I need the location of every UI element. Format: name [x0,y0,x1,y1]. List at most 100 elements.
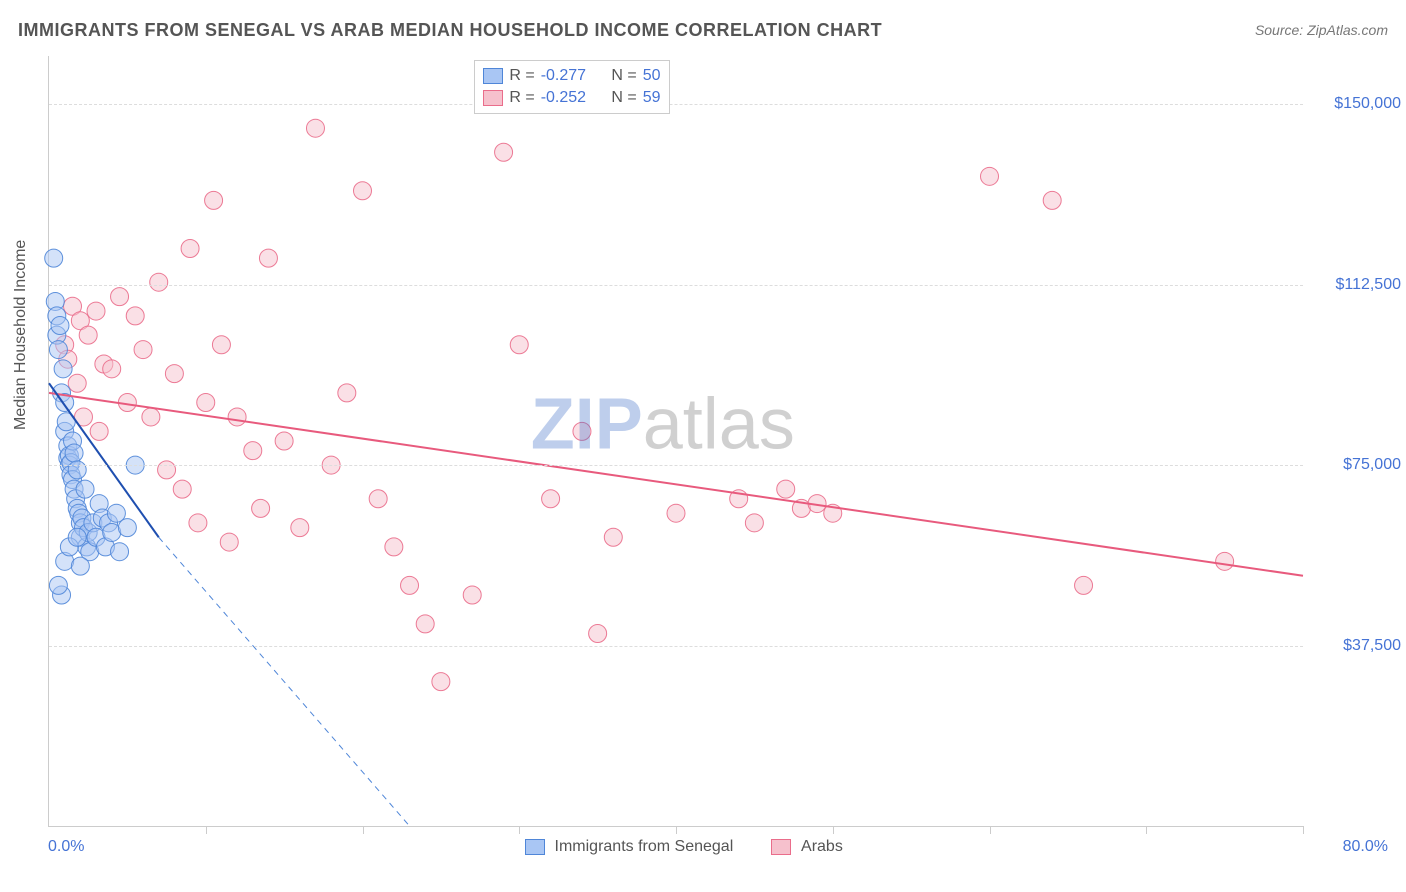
scatter-point [49,341,67,359]
chart-source: Source: ZipAtlas.com [1255,22,1388,38]
scatter-point [212,336,230,354]
scatter-point [87,302,105,320]
legend-swatch [525,839,545,855]
source-prefix: Source: [1255,22,1307,38]
scatter-point [54,360,72,378]
gridline [49,104,1303,105]
scatter-point [981,167,999,185]
y-tick-label: $37,500 [1311,637,1401,655]
scatter-point [252,499,270,517]
x-tick [519,826,520,834]
x-axis-min-label: 0.0% [48,838,84,856]
x-tick [676,826,677,834]
scatter-point [589,625,607,643]
scatter-point [604,528,622,546]
scatter-point [416,615,434,633]
scatter-point [573,422,591,440]
chart-title: IMMIGRANTS FROM SENEGAL VS ARAB MEDIAN H… [18,20,882,41]
scatter-point [79,326,97,344]
chart-plot-area: ZIPatlas $37,500$75,000$112,500$150,000 [48,56,1303,827]
scatter-point [51,317,69,335]
scatter-point [510,336,528,354]
scatter-point [45,249,63,267]
legend-n-value: 50 [643,67,661,85]
scatter-point [385,538,403,556]
legend-n-label: N = [611,89,636,107]
scatter-point [126,307,144,325]
scatter-point [181,240,199,258]
x-tick [1303,826,1304,834]
scatter-point [142,408,160,426]
y-tick-label: $150,000 [1311,95,1401,113]
scatter-point [134,341,152,359]
scatter-point [432,673,450,691]
x-tick [206,826,207,834]
legend-row: R = -0.277 N = 50 [483,65,660,87]
scatter-point [369,490,387,508]
legend-r-label: R = [509,67,534,85]
legend-r-value: -0.252 [541,89,586,107]
scatter-point [68,461,86,479]
y-tick-label: $112,500 [1311,276,1401,294]
scatter-point [354,182,372,200]
regression-line [49,393,1303,576]
scatter-point [220,533,238,551]
scatter-point [1216,552,1234,570]
scatter-point [244,442,262,460]
legend-series-name: Arabs [801,838,843,856]
scatter-point [667,504,685,522]
legend-r-label: R = [509,89,534,107]
source-link[interactable]: ZipAtlas.com [1307,22,1388,38]
legend-correlation: R = -0.277 N = 50 R = -0.252 N = 59 [474,60,669,114]
scatter-point [49,576,67,594]
x-tick [363,826,364,834]
scatter-point [197,394,215,412]
scatter-point [542,490,560,508]
scatter-point [291,519,309,537]
legend-row: R = -0.252 N = 59 [483,87,660,109]
scatter-point [1043,191,1061,209]
scatter-point [173,480,191,498]
y-tick-label: $75,000 [1311,456,1401,474]
legend-series: Immigrants from Senegal Arabs [525,838,871,856]
scatter-point [338,384,356,402]
scatter-point [150,273,168,291]
scatter-point [463,586,481,604]
scatter-point [228,408,246,426]
chart-header: IMMIGRANTS FROM SENEGAL VS ARAB MEDIAN H… [0,0,1406,50]
gridline [49,285,1303,286]
scatter-point [1075,576,1093,594]
scatter-point [777,480,795,498]
x-axis-max-label: 80.0% [1343,838,1388,856]
scatter-point [103,360,121,378]
scatter-point [189,514,207,532]
scatter-point [76,480,94,498]
scatter-point [306,119,324,137]
scatter-point [401,576,419,594]
gridline [49,465,1303,466]
x-tick [1146,826,1147,834]
scatter-point [90,422,108,440]
scatter-point [71,557,89,575]
legend-r-value: -0.277 [541,67,586,85]
scatter-point [65,444,83,462]
x-tick [833,826,834,834]
scatter-point [111,543,129,561]
legend-swatch [483,90,503,106]
scatter-point [495,143,513,161]
scatter-point [68,374,86,392]
chart-svg [49,56,1303,826]
scatter-point [275,432,293,450]
scatter-point [118,519,136,537]
scatter-point [745,514,763,532]
legend-n-label: N = [611,67,636,85]
regression-line [159,537,410,826]
scatter-point [165,365,183,383]
scatter-point [205,191,223,209]
legend-swatch [771,839,791,855]
y-axis-title: Median Household Income [12,240,30,430]
scatter-point [111,288,129,306]
x-tick [990,826,991,834]
gridline [49,646,1303,647]
scatter-point [158,461,176,479]
